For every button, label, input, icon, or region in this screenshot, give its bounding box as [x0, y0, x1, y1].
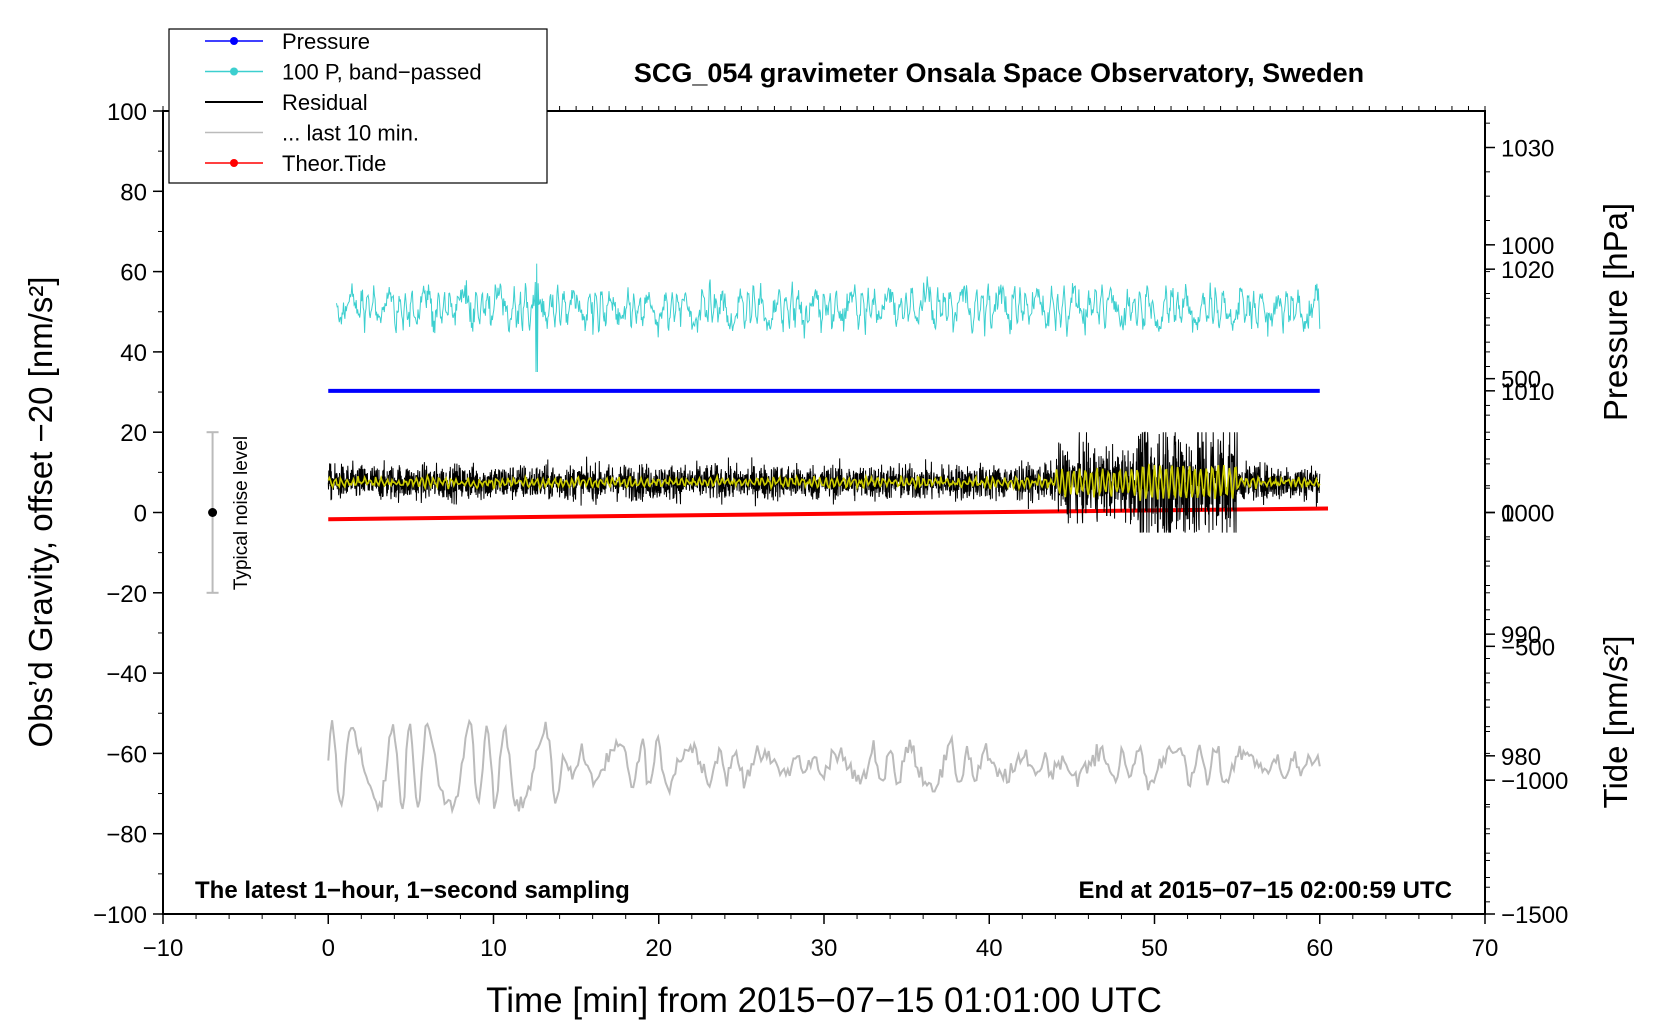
y-pressure-tick-label: 990 [1501, 622, 1541, 649]
series-residual-smoothed [327, 463, 1321, 501]
y-left-tick-label: 40 [120, 340, 147, 367]
series-last-10-min [327, 718, 1321, 815]
x-tick-label: 70 [1472, 935, 1499, 962]
y-left-tick-label: 20 [120, 420, 147, 447]
x-tick-label: 30 [811, 935, 838, 962]
y-left-tick-label: −60 [106, 741, 147, 768]
y-left-tick-label: −100 [93, 902, 147, 929]
y-left-axis-title: Obs’d Gravity, offset −20 [nm/s²] [22, 276, 59, 747]
x-tick-label: 50 [1141, 935, 1168, 962]
y-tide-tick-label: 1000 [1501, 233, 1554, 260]
x-tick-label: 10 [480, 935, 507, 962]
y-left-tick-label: 60 [120, 260, 147, 287]
legend-label: 100 P, band−passed [282, 60, 482, 85]
x-tick-label: −10 [143, 935, 184, 962]
annotation-left: The latest 1−hour, 1−second sampling [195, 877, 630, 904]
y-tide-tick-label: 0 [1501, 501, 1514, 528]
y-left-tick-label: 0 [134, 501, 147, 528]
x-axis-title: Time [min] from 2015−07−15 01:01:00 UTC [486, 981, 1162, 1020]
data-traces [327, 263, 1329, 815]
chart-title: SCG_054 gravimeter Onsala Space Observat… [634, 58, 1364, 88]
x-tick-label: 40 [976, 935, 1003, 962]
series-100p-band-passed [336, 263, 1321, 373]
legend-label: Residual [282, 90, 368, 115]
legend-label: ... last 10 min. [282, 121, 419, 146]
legend-label: Theor.Tide [282, 151, 386, 176]
y-left-tick-label: 100 [107, 99, 147, 126]
noise-level-label: Typical noise level [231, 436, 252, 590]
y-pressure-tick-label: 1000 [1501, 501, 1554, 528]
noise-level-bar [206, 431, 219, 594]
y-left-tick-label: −40 [106, 661, 147, 688]
y-tide-tick-label: −1500 [1501, 902, 1568, 929]
y-pressure-tick-label: 1010 [1501, 379, 1554, 406]
legend-marker [230, 37, 238, 45]
legend-marker [230, 67, 238, 76]
y-left-tick-label: −80 [106, 822, 147, 849]
legend-marker [230, 159, 238, 167]
y-tide-tick-label: −1000 [1501, 768, 1568, 795]
y-pressure-tick-label: 1030 [1501, 136, 1554, 163]
series-theor-tide [328, 506, 1329, 522]
axes: −10 0 10 20 30 40 50 60 70100806040200−20−40−60−… [93, 99, 1568, 962]
x-tick-label: 60 [1306, 935, 1333, 962]
y-pressure-tick-label: 1020 [1501, 257, 1554, 284]
x-tick-label: 20 [645, 935, 672, 962]
x-tick-label: 0 [322, 935, 335, 962]
y-pressure-axis-title: Pressure [hPa] [1597, 203, 1634, 421]
annotation-right: End at 2015−07−15 02:00:59 UTC [1078, 877, 1452, 904]
legend: Pressure 100 P, band−passed Residual ... la… [168, 28, 548, 184]
y-left-tick-label: −20 [106, 581, 147, 608]
y-pressure-tick-label: 980 [1501, 744, 1541, 771]
legend-label: Pressure [282, 29, 370, 54]
y-tide-axis-title: Tide [nm/s²] [1597, 636, 1634, 809]
y-tide-tick-label: 500 [1501, 367, 1541, 394]
legend-box [168, 28, 548, 184]
y-tide-tick-label: −500 [1501, 634, 1555, 661]
y-left-tick-label: 80 [120, 179, 147, 206]
noise-bar-center-dot [208, 508, 218, 517]
